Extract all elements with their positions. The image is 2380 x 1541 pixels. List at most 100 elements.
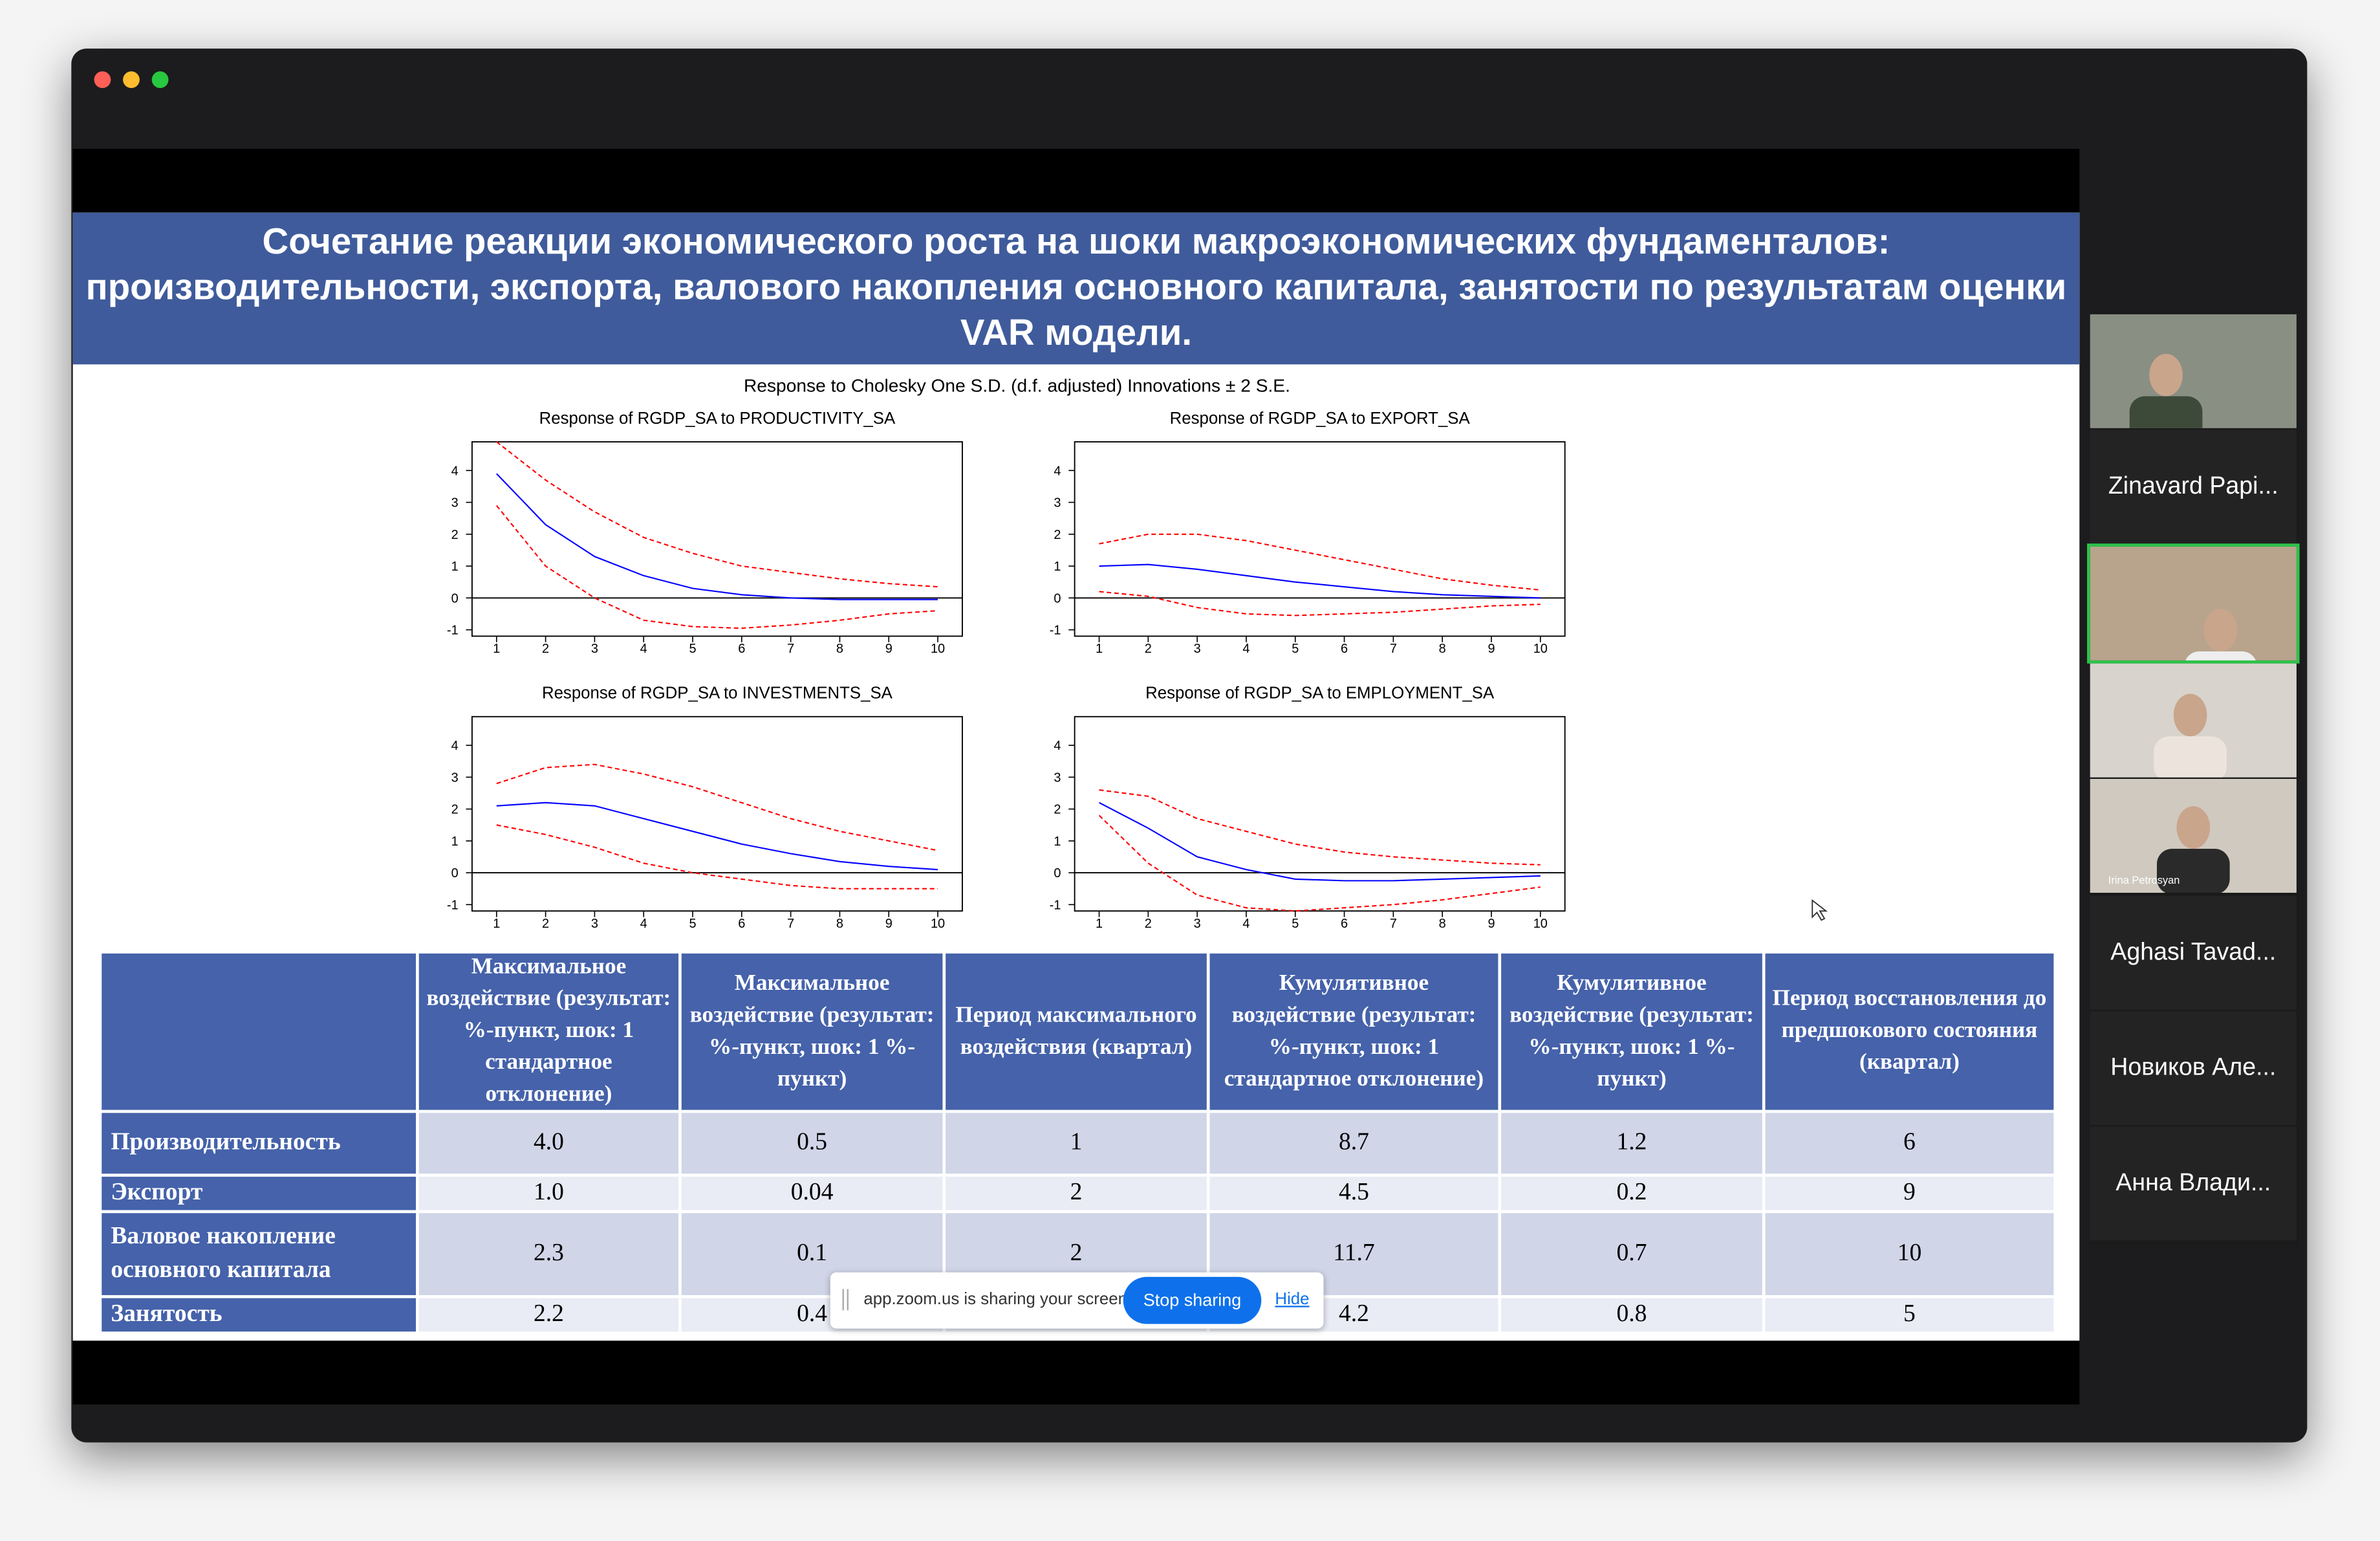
header-cell: Период максимального воздействия (кварта… [942,950,1210,1113]
header-text: Кумулятивное воздействие (результат: %-п… [1224,970,1484,1091]
x-tick-label: 10 [931,917,945,931]
x-tick-label: 4 [640,917,647,931]
person-body [2129,396,2203,428]
x-tick-label: 8 [1439,917,1446,931]
x-tick-label: 1 [1096,642,1103,656]
x-tick-label: 10 [1533,917,1548,931]
x-tick-label: 10 [931,642,945,656]
x-tick-label: 5 [689,917,696,931]
value-cell: 2 [942,1174,1210,1214]
results-table: Максимальное воздействие (результат: %-п… [98,950,2057,1335]
x-tick-label: 4 [1242,917,1250,931]
value-cell: 1 [942,1109,1210,1177]
plot-frame [1074,441,1566,637]
x-tick-label: 2 [1145,917,1152,931]
value-cell: 5 [1762,1295,2057,1335]
video-feed [2154,694,2227,778]
video-feed [2157,806,2230,893]
x-tick-label: 9 [1488,917,1495,931]
person-body [2157,848,2230,893]
header-cell: Период восстановления до предшокового со… [1762,950,2057,1113]
value-cell: 8.7 [1206,1109,1502,1177]
value-cell: 0.5 [678,1109,946,1177]
chart-title: Response of RGDP_SA to INVESTMENTS_SA [542,684,893,703]
participant-name: Zinavard Papi... [2090,430,2297,544]
x-tick-label: 5 [1292,642,1299,656]
x-tick-label: 10 [1533,642,1548,656]
person-body [2185,651,2256,661]
hide-link[interactable]: Hide [1275,1290,1310,1309]
impulse-response [496,473,938,600]
data-row: Валовое накопление основного капитала 2.3… [98,1210,2057,1298]
plot-frame [1074,716,1566,912]
figure-title: Response to Cholesky One S.D. (d.f. adju… [744,376,1290,396]
y-tick-label: 4 [1054,464,1061,478]
x-tick-label: 9 [1488,642,1495,656]
close-button[interactable] [94,71,111,89]
stop-sharing-button[interactable]: Stop sharing [1123,1276,1262,1324]
x-tick-label: 1 [493,642,500,656]
header-text: Период восстановления до предшокового со… [1772,987,2047,1075]
y-tick-label: 1 [451,835,459,849]
header-cell: Кумулятивное воздействие (результат: %-п… [1498,950,1766,1113]
x-tick-label: 1 [493,917,500,931]
zoom-button[interactable] [151,71,169,89]
share-message: app.zoom.us is sharing your screen. [863,1290,1132,1309]
impulse-response [496,802,938,871]
data-row: Производительность 4.0 0.5 1 8.7 1.2 6 [98,1109,2057,1177]
person [2203,609,2238,651]
x-tick-label: 1 [1096,917,1103,931]
x-tick-label: 2 [542,642,549,656]
x-tick-label: 5 [1292,917,1299,931]
header-cell: Максимальное воздействие (результат: %-п… [678,950,946,1113]
value-cell: 4.0 [416,1109,682,1177]
confidence-band [1099,789,1541,866]
x-tick-label: 6 [738,917,745,931]
x-tick-label: 4 [1242,642,1250,656]
value-cell: 0.7 [1498,1210,1766,1298]
slide: Сочетание реакции экономического роста н… [72,212,2080,1341]
x-tick-label: 3 [591,642,598,656]
impulse-response [1099,802,1541,882]
x-tick-label: 7 [787,642,794,656]
confidence-band [496,763,938,851]
x-tick-label: 7 [787,917,794,931]
header-text: Период максимального воздействия (кварта… [955,1003,1197,1059]
y-tick-label: 4 [451,739,459,753]
x-tick-label: 3 [1194,917,1201,931]
y-tick-label: 3 [1054,770,1061,785]
y-tick-label: 0 [451,591,459,606]
data-row: Экспорт 1.0 0.04 2 4.5 0.2 9 [98,1174,2057,1214]
y-tick-label: 3 [451,770,459,785]
y-tick-label: 3 [1054,496,1061,510]
video-name-label: Irina Petrosyan [2108,876,2180,887]
x-tick-label: 7 [1390,642,1397,656]
y-tick-label: 2 [1054,803,1061,817]
y-tick-label: 2 [451,803,459,817]
minimize-button[interactable] [123,71,140,89]
value-cell: 0.04 [678,1174,946,1214]
plot-frame [471,441,963,637]
confidence-band [1099,591,1541,617]
video-tile: Irina Petrosyan [2090,778,2297,893]
y-tick-label: -1 [447,624,459,638]
x-tick-label: 9 [885,642,892,656]
slide-title: Сочетание реакции экономического роста н… [85,221,2067,354]
confidence-band [1099,533,1541,591]
title-band [72,212,2080,365]
header-text: Максимальное воздействие (результат: %-п… [426,955,671,1107]
x-tick-label: 3 [1194,642,1201,656]
y-tick-label: 1 [1054,835,1061,849]
value-cell: 0.2 [1498,1174,1766,1214]
x-tick-label: 8 [836,917,843,931]
participant-name: Анна Влади... [2090,1126,2297,1241]
drag-handle[interactable] [842,1289,849,1311]
x-tick-label: 8 [1439,642,1446,656]
value-cell: 9 [1762,1174,2057,1214]
confidence-band [496,441,938,588]
y-tick-label: 4 [1054,739,1061,753]
participant-name: Новиков Але... [2090,1011,2297,1126]
participants-panel: Zinavard Papi... Irina Petrosyan Aghasi Ta… [2087,311,2300,1245]
y-tick-label: -1 [1050,624,1061,638]
value-cell: 6 [1762,1109,2057,1177]
